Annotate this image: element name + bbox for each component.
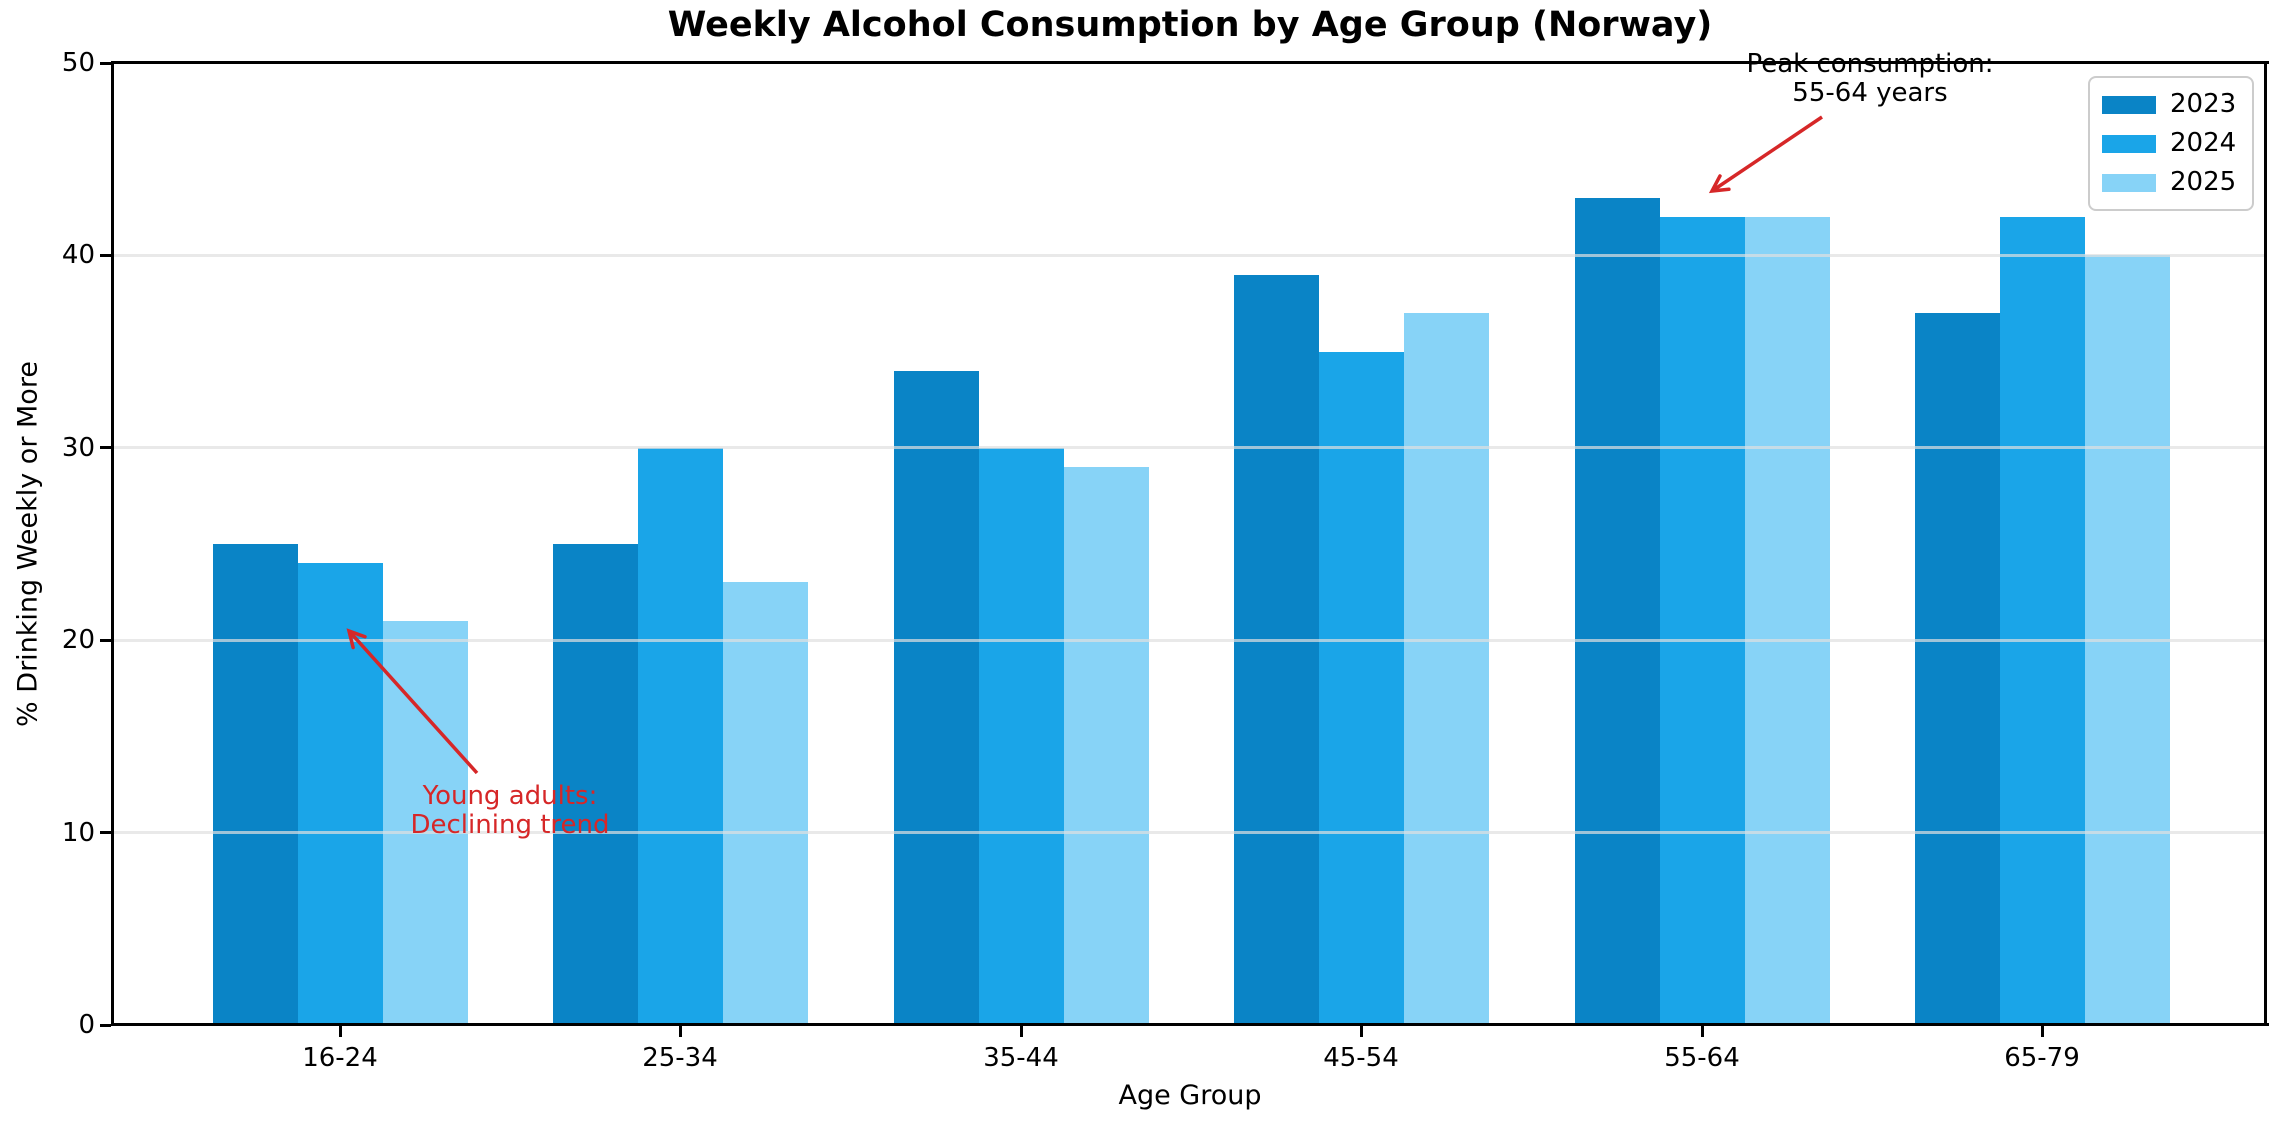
bar-2023-65-79 bbox=[1914, 313, 2000, 1025]
annotation-young-adults-line2: Declining trend bbox=[410, 810, 610, 840]
bar-2024-65-79 bbox=[1999, 216, 2085, 1025]
gridline-10 bbox=[113, 831, 2266, 835]
plot-area bbox=[113, 63, 2266, 1025]
annotation-young-adults-line1: Young adults: bbox=[422, 781, 598, 811]
bar-2024-25-34 bbox=[637, 447, 723, 1025]
ytick-mark-0 bbox=[100, 1023, 111, 1027]
ytick-mark-20 bbox=[100, 638, 111, 642]
ytick-mark-10 bbox=[100, 831, 111, 835]
ytick-label-10: 10 bbox=[61, 817, 95, 848]
ytick-label-40: 40 bbox=[61, 240, 95, 271]
bar-2023-25-34 bbox=[552, 544, 638, 1025]
bar-2023-16-24 bbox=[212, 544, 298, 1025]
xtick-mark-16-24 bbox=[338, 1026, 342, 1037]
xtick-mark-65-79 bbox=[2040, 1026, 2044, 1037]
xtick-mark-35-44 bbox=[1019, 1026, 1023, 1037]
xtick-label-35-44: 35-44 bbox=[983, 1043, 1059, 1073]
ytick-mark-40 bbox=[100, 253, 111, 257]
xtick-label-65-79: 65-79 bbox=[2004, 1043, 2080, 1073]
x-axis-label: Age Group bbox=[1118, 1080, 1262, 1111]
right-spine bbox=[2264, 61, 2267, 1026]
bar-2023-55-64 bbox=[1574, 197, 1660, 1025]
bar-2024-45-54 bbox=[1318, 351, 1404, 1025]
xtick-mark-55-64 bbox=[1700, 1026, 1704, 1037]
legend-item-2: 2025 bbox=[2102, 166, 2236, 199]
xtick-mark-25-34 bbox=[678, 1026, 682, 1037]
xtick-label-45-54: 45-54 bbox=[1323, 1043, 1399, 1073]
bar-2024-55-64 bbox=[1659, 216, 1745, 1025]
legend-swatch-2023 bbox=[2102, 95, 2156, 114]
ytick-label-30: 30 bbox=[61, 432, 95, 463]
ytick-label-20: 20 bbox=[61, 625, 95, 656]
legend-label-2025: 2025 bbox=[2170, 167, 2237, 197]
gridline-20 bbox=[113, 638, 2266, 642]
annotation-young-adults: Young adults: Declining trend bbox=[411, 782, 610, 840]
y-axis-label: % Drinking Weekly or More bbox=[12, 361, 44, 727]
ytick-label-0: 0 bbox=[78, 1010, 95, 1040]
legend-item-0: 2023 bbox=[2102, 88, 2236, 121]
bar-2023-35-44 bbox=[893, 370, 979, 1025]
xtick-label-25-34: 25-34 bbox=[642, 1043, 718, 1073]
gridline-30 bbox=[113, 446, 2266, 450]
x-axis-line bbox=[111, 1023, 2269, 1026]
top-spine bbox=[111, 61, 2269, 64]
bar-2025-55-64 bbox=[1744, 216, 1830, 1025]
legend-item-1: 2024 bbox=[2102, 127, 2236, 160]
annotation-peak-line2: 55-64 years bbox=[1792, 78, 1948, 108]
ytick-label-50: 50 bbox=[61, 48, 95, 78]
legend-label-2023: 2023 bbox=[2170, 89, 2237, 119]
bar-2024-35-44 bbox=[978, 447, 1064, 1025]
gridline-40 bbox=[113, 253, 2266, 257]
bar-2023-45-54 bbox=[1233, 274, 1319, 1025]
ytick-mark-50 bbox=[100, 61, 111, 65]
legend-swatch-2025 bbox=[2102, 173, 2156, 192]
y-axis-line bbox=[111, 61, 114, 1026]
annotation-peak-line1: Peak consumption: bbox=[1746, 49, 1994, 79]
bar-2025-35-44 bbox=[1063, 467, 1149, 1025]
annotation-peak-consumption: Peak consumption: 55-64 years bbox=[1746, 50, 1993, 108]
legend: 2023 2024 2025 bbox=[2088, 76, 2255, 211]
legend-swatch-2024 bbox=[2102, 134, 2156, 153]
legend-label-2024: 2024 bbox=[2170, 128, 2237, 158]
bar-2025-45-54 bbox=[1403, 313, 1489, 1025]
bar-2025-25-34 bbox=[722, 582, 808, 1025]
ytick-mark-30 bbox=[100, 446, 111, 450]
xtick-label-16-24: 16-24 bbox=[302, 1043, 378, 1073]
bar-2024-16-24 bbox=[297, 563, 383, 1025]
xtick-label-55-64: 55-64 bbox=[1664, 1043, 1740, 1073]
xtick-mark-45-54 bbox=[1359, 1026, 1363, 1037]
chart-title: Weekly Alcohol Consumption by Age Group … bbox=[667, 5, 1713, 45]
